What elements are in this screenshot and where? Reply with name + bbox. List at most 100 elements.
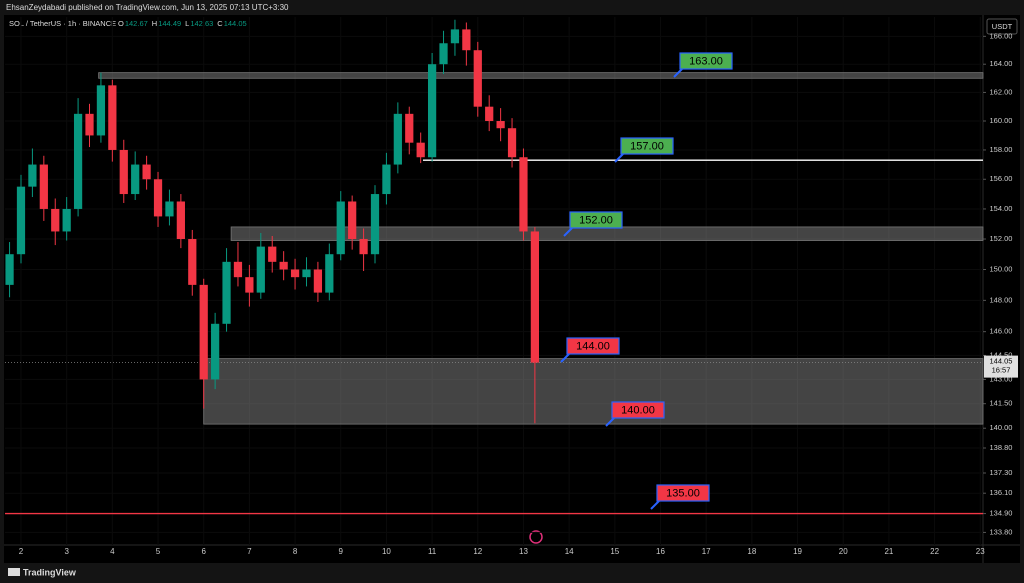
x-tick-label: 19 bbox=[793, 547, 802, 556]
candle-body bbox=[519, 157, 528, 232]
annotation-arrow bbox=[650, 500, 660, 510]
x-tick-label: 8 bbox=[293, 547, 298, 556]
price-tag bbox=[984, 355, 1018, 378]
candle-body bbox=[268, 246, 277, 262]
candle-body bbox=[393, 113, 402, 165]
footer-brand: TradingView bbox=[23, 567, 77, 577]
annotation-box bbox=[656, 484, 710, 502]
candle-body bbox=[245, 277, 254, 293]
candle-body bbox=[473, 50, 482, 107]
candle-body bbox=[416, 142, 425, 158]
x-tick-label: 20 bbox=[839, 547, 848, 556]
legend-key: H bbox=[152, 19, 157, 28]
y-tick-label: 164.00 bbox=[990, 59, 1013, 68]
x-tick-label: 2 bbox=[19, 547, 24, 556]
candle-body bbox=[427, 64, 437, 158]
annotation-box bbox=[569, 211, 623, 229]
candle-body bbox=[382, 164, 391, 195]
x-tick-label: 23 bbox=[976, 547, 985, 556]
candle-body bbox=[336, 201, 345, 255]
y-tick-label: 146.00 bbox=[990, 327, 1013, 336]
annotation-arrow bbox=[605, 417, 615, 427]
ohlc-legend: O 142.67 H 144.49 L 142.63 C 144.05 bbox=[118, 19, 247, 28]
candle-body bbox=[359, 239, 368, 255]
candle-body bbox=[302, 269, 311, 278]
y-tick-label: 136.10 bbox=[990, 488, 1013, 497]
candle-body bbox=[142, 164, 151, 180]
y-tick-label: 150.00 bbox=[990, 264, 1013, 273]
symbol: SOL / TetherUS · 1h · BINANCE bbox=[9, 19, 116, 28]
candle-body bbox=[96, 85, 106, 136]
y-tick-label: 158.00 bbox=[990, 145, 1013, 154]
x-tick-label: 12 bbox=[473, 547, 482, 556]
y-tick-label: 154.00 bbox=[990, 204, 1013, 213]
candle-body bbox=[530, 231, 539, 363]
x-tick-label: 10 bbox=[382, 547, 391, 556]
x-tick-label: 3 bbox=[64, 547, 69, 556]
x-tick-label: 4 bbox=[110, 547, 115, 556]
price-tag-value: 144.05 bbox=[990, 357, 1013, 366]
plot: 166.00 164.00 162.00 160.00 158.00 156.00 154.… bbox=[5, 17, 1018, 556]
x-tick-label: 16 bbox=[656, 547, 665, 556]
candle-body bbox=[370, 194, 380, 255]
y-tick-label: 133.80 bbox=[990, 527, 1013, 536]
y-tick-label: 138.80 bbox=[990, 443, 1013, 452]
currency-box[interactable] bbox=[986, 18, 1018, 35]
candle-body bbox=[439, 43, 448, 65]
candle-body bbox=[73, 113, 83, 209]
currency: USDT bbox=[992, 22, 1013, 31]
y-tick-label: 152.00 bbox=[990, 234, 1013, 243]
candle-body bbox=[153, 179, 163, 217]
candle-body bbox=[290, 269, 300, 278]
x-tick-label: 5 bbox=[156, 547, 161, 556]
annotation-box bbox=[611, 401, 665, 419]
event-icon[interactable] bbox=[529, 530, 543, 544]
candle-body bbox=[222, 261, 231, 324]
annotation-box bbox=[679, 52, 733, 70]
y-tick-label: 162.00 bbox=[990, 87, 1013, 96]
candle-body bbox=[450, 29, 460, 44]
candle-body bbox=[325, 254, 334, 293]
footer-logo bbox=[8, 568, 20, 576]
candle-body bbox=[39, 164, 48, 209]
y-tick-label: 143.00 bbox=[990, 374, 1013, 383]
annotation-box bbox=[566, 337, 620, 355]
candle-body bbox=[51, 208, 60, 232]
candle-body bbox=[405, 113, 414, 143]
zone bbox=[203, 358, 984, 425]
candle-body bbox=[233, 261, 243, 278]
candle-body bbox=[62, 208, 71, 232]
candle-body bbox=[313, 269, 323, 293]
x-tick-label: 11 bbox=[428, 547, 437, 556]
annotation-label: 157.00 bbox=[630, 140, 664, 152]
candle-body bbox=[119, 149, 128, 195]
candle-body bbox=[176, 201, 185, 240]
legend-key: L bbox=[185, 19, 189, 28]
y-tick-label: 166.00 bbox=[990, 31, 1013, 40]
y-tick-label: 137.30 bbox=[990, 468, 1013, 477]
x-tick-label: 14 bbox=[565, 547, 574, 556]
candle-body bbox=[5, 254, 14, 285]
y-tick-label: 134.90 bbox=[990, 509, 1013, 518]
legend-key: C bbox=[217, 19, 223, 28]
header-title: EhsanZeydabadi published on TradingView.… bbox=[6, 3, 289, 12]
candle-body bbox=[348, 201, 357, 240]
y-tick-label: 144.50 bbox=[990, 350, 1013, 359]
annotation-arrow bbox=[563, 227, 573, 237]
x-tick-label: 15 bbox=[610, 547, 619, 556]
candle-body bbox=[507, 128, 517, 158]
annotation-box bbox=[620, 137, 674, 155]
annotation-arrow bbox=[614, 153, 624, 163]
annotation-arrow bbox=[673, 68, 683, 78]
zone bbox=[98, 72, 984, 79]
candle-body bbox=[85, 113, 94, 136]
annotation-label: 135.00 bbox=[666, 487, 700, 499]
legend-value: 144.49 bbox=[158, 19, 181, 28]
y-tick-label: 140.00 bbox=[990, 423, 1013, 432]
y-tick-label: 156.00 bbox=[990, 174, 1013, 183]
legend-key: O bbox=[118, 19, 124, 28]
candle-body bbox=[211, 323, 220, 380]
candle-body bbox=[108, 85, 117, 150]
